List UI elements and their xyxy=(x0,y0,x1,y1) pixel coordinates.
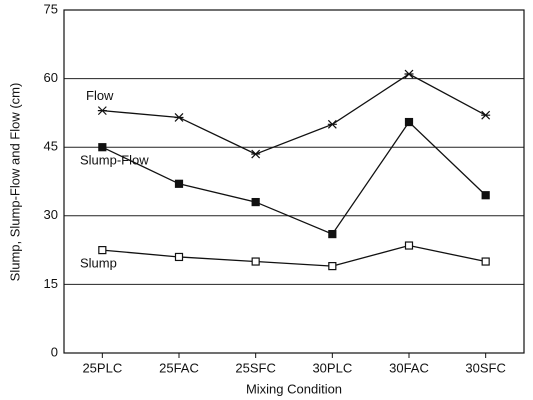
marker xyxy=(481,257,490,266)
x-axis-label: Mixing Condition xyxy=(246,381,342,396)
marker xyxy=(404,241,414,250)
marker xyxy=(328,229,337,239)
marker xyxy=(174,113,184,122)
y-tick-label: 30 xyxy=(44,207,58,222)
y-axis-label: Slump, Slump-Flow and Flow (cm) xyxy=(7,83,22,282)
marker xyxy=(327,119,337,129)
y-tick-label: 0 xyxy=(51,344,58,359)
marker xyxy=(404,69,414,79)
x-tick-label: 25FAC xyxy=(159,360,199,375)
marker xyxy=(251,257,260,266)
marker xyxy=(251,197,260,207)
x-tick-label: 30FAC xyxy=(389,360,429,375)
series-label: Flow xyxy=(86,88,114,103)
marker xyxy=(98,143,107,152)
x-tick-label: 30PLC xyxy=(312,360,352,375)
series-line xyxy=(102,73,486,155)
marker xyxy=(97,106,107,116)
series-line xyxy=(102,244,486,267)
x-tick-label: 25PLC xyxy=(82,360,122,375)
y-tick-label: 15 xyxy=(44,276,58,291)
marker xyxy=(328,262,337,271)
plot-frame xyxy=(63,9,525,354)
marker xyxy=(251,149,261,159)
y-tick-label: 60 xyxy=(44,70,58,85)
y-tick-label: 45 xyxy=(44,139,58,154)
series-line xyxy=(102,121,487,235)
series-label: Slump-Flow xyxy=(80,153,149,168)
marker xyxy=(174,252,184,262)
marker xyxy=(98,246,107,255)
series-label: Slump xyxy=(80,256,117,271)
y-tick-label: 75 xyxy=(44,1,58,16)
x-tick-label: 30SFC xyxy=(465,360,505,375)
marker xyxy=(481,110,491,120)
marker xyxy=(404,117,414,127)
marker xyxy=(481,191,490,200)
x-tick-label: 25SFC xyxy=(235,360,275,375)
marker xyxy=(174,179,184,188)
